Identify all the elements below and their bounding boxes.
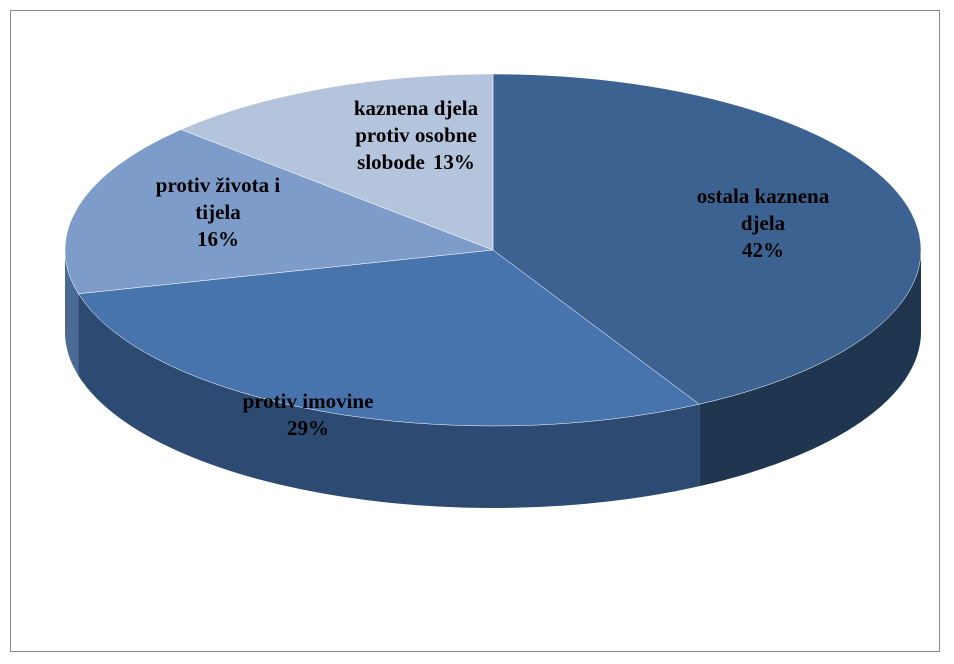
- data-label: protiv imovine 29%: [243, 389, 374, 440]
- category-label: ostala kaznena: [697, 184, 830, 208]
- pie-slice: [180, 73, 494, 251]
- category-label: protiv osobne: [355, 123, 477, 147]
- pie-slice: [492, 73, 922, 405]
- pie-slice: [64, 129, 494, 295]
- pie-slice: [78, 249, 700, 427]
- value-label: 42%: [742, 238, 784, 262]
- category-label: protiv imovine: [243, 389, 374, 413]
- pie-side: [65, 250, 79, 376]
- category-label: djela: [741, 211, 786, 235]
- value-label: 29%: [287, 416, 329, 440]
- pie-side: [699, 250, 921, 487]
- pie-side: [78, 293, 700, 509]
- data-label: protiv života i tijela 16%: [156, 173, 281, 251]
- category-label: kaznena djela: [354, 96, 479, 120]
- value-label: 16%: [197, 227, 239, 251]
- data-label: kaznena djela protiv osobne slobode 13%: [354, 96, 479, 174]
- data-label: ostala kaznena djela 42%: [697, 184, 830, 262]
- category-label: protiv života i: [156, 173, 281, 197]
- category-label: tijela: [195, 200, 241, 224]
- value-label: 13%: [433, 150, 475, 174]
- category-label: slobode: [357, 150, 425, 174]
